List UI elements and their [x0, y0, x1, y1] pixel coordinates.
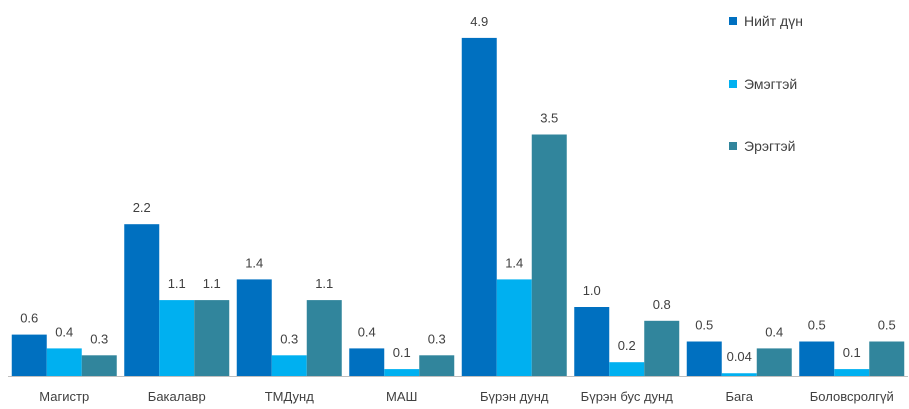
value-label-female-6: 0.2	[618, 338, 636, 353]
bar-total-8	[799, 341, 835, 376]
bar-male-6	[644, 320, 680, 376]
value-label-total-1: 0.6	[20, 311, 38, 326]
bar-male-1	[81, 355, 117, 376]
value-label-male-5: 3.5	[540, 111, 558, 126]
legend: Нийт дүн Эмэгтэй Эрэгтэй	[729, 13, 803, 154]
category-label-5: Бүрэн дунд	[480, 389, 549, 404]
bar-female-8	[834, 369, 870, 376]
category-label-3: ТМДунд	[265, 389, 315, 404]
value-label-total-5: 4.9	[470, 14, 488, 29]
value-label-male-3: 1.1	[315, 276, 333, 291]
legend-swatch-male	[729, 142, 737, 150]
value-label-male-4: 0.3	[428, 331, 446, 346]
legend-swatch-total	[729, 17, 737, 25]
category-label-6: Бүрэн бус дунд	[581, 389, 674, 404]
legend-label-total: Нийт дүн	[744, 13, 803, 29]
value-label-female-3: 0.3	[280, 331, 298, 346]
bar-total-7	[686, 341, 722, 376]
category-label-1: Магистр	[39, 389, 89, 404]
bar-total-1	[11, 334, 47, 376]
value-label-male-6: 0.8	[653, 297, 671, 312]
value-label-total-8: 0.5	[808, 318, 826, 333]
category-label-2: Бакалавр	[148, 389, 206, 404]
value-label-male-7: 0.4	[765, 324, 783, 339]
value-label-male-1: 0.3	[90, 331, 108, 346]
legend-label-male: Эрэгтэй	[744, 138, 795, 154]
category-label-8: Боловсролгүй	[810, 389, 894, 404]
value-label-female-7: 0.04	[727, 349, 752, 364]
bar-male-3	[306, 300, 342, 376]
value-label-total-3: 1.4	[245, 255, 263, 270]
value-label-total-2: 2.2	[133, 200, 151, 215]
bar-male-4	[419, 355, 455, 376]
legend-swatch-female	[729, 80, 737, 88]
bar-female-2	[159, 300, 195, 376]
value-label-female-2: 1.1	[168, 276, 186, 291]
category-labels-layer: Магистр Бакалавр ТМДунд МАШ Бүрэн дунд Бүрэн …	[39, 389, 893, 404]
value-label-female-5: 1.4	[505, 255, 523, 270]
bar-female-5	[496, 279, 532, 376]
bar-total-4	[349, 348, 385, 376]
value-label-male-8: 0.5	[878, 318, 896, 333]
value-label-female-4: 0.1	[393, 345, 411, 360]
bar-total-2	[124, 224, 160, 376]
bar-total-3	[236, 279, 272, 376]
bar-female-3	[271, 355, 307, 376]
bar-male-2	[194, 300, 230, 376]
value-label-total-7: 0.5	[695, 318, 713, 333]
category-label-7: Бага	[726, 389, 754, 404]
bar-total-6	[574, 307, 610, 376]
bar-female-4	[384, 369, 420, 376]
value-label-female-1: 0.4	[55, 324, 73, 339]
value-label-total-4: 0.4	[358, 324, 376, 339]
legend-item-total: Нийт дүн	[729, 13, 803, 29]
bar-male-7	[756, 348, 792, 376]
bar-male-8	[869, 341, 905, 376]
value-label-male-2: 1.1	[203, 276, 221, 291]
legend-item-male: Эрэгтэй	[729, 138, 795, 154]
value-label-female-8: 0.1	[843, 345, 861, 360]
bar-female-7	[721, 373, 757, 376]
legend-label-female: Эмэгтэй	[744, 76, 797, 92]
category-label-4: МАШ	[386, 389, 417, 404]
bar-female-1	[46, 348, 82, 376]
value-labels-layer: 0.6 0.4 0.3 2.2 1.1 1.1 1.4 0.3 1.1 0.4 0.1 0.3 4.9 1…	[20, 14, 896, 364]
bar-male-5	[531, 134, 567, 376]
bars-layer	[11, 37, 905, 377]
bar-total-5	[461, 37, 497, 377]
legend-item-female: Эмэгтэй	[729, 76, 797, 92]
bar-female-6	[609, 362, 645, 376]
value-label-total-6: 1.0	[583, 283, 601, 298]
